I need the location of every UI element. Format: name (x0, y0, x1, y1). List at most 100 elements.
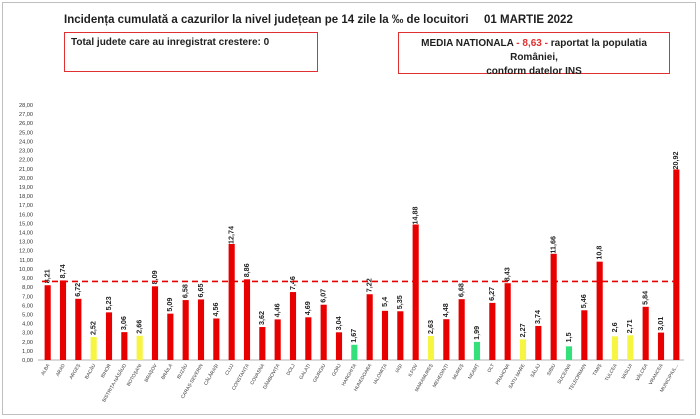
bar (642, 306, 649, 360)
bar (320, 304, 327, 360)
bar (596, 261, 603, 360)
bar (197, 299, 205, 360)
data-label: 20,92 (671, 151, 680, 169)
x-tick-label: TIMIȘ (592, 363, 604, 377)
bar (213, 318, 220, 360)
info-box-national-average: MEDIA NATIONALA - 8,63 - raportat la pop… (398, 32, 670, 77)
data-label: 8,74 (58, 264, 67, 278)
national-average-dash1: - (513, 38, 523, 49)
data-label: 5,4 (380, 297, 389, 307)
x-tick-label: PRAHOVA (495, 362, 512, 386)
data-label: 12,74 (227, 226, 236, 244)
bar (673, 169, 680, 360)
x-tick-label: GORJ (331, 362, 343, 377)
bar (274, 319, 281, 360)
bar (75, 298, 82, 360)
data-label: 8,86 (242, 263, 251, 277)
y-tick-label: 27,00 (19, 112, 33, 118)
data-label: 1,5 (564, 332, 573, 342)
y-tick-label: 12,00 (19, 249, 33, 255)
y-tick-label: 22,00 (19, 158, 33, 164)
bar (443, 319, 450, 360)
x-tick-label: BUZĂU (175, 362, 189, 380)
bar (381, 310, 389, 360)
data-label: 5,35 (395, 295, 404, 309)
bar (489, 302, 496, 360)
y-tick-label: 2,00 (22, 340, 33, 346)
data-label: 6,68 (457, 283, 466, 297)
bar (105, 312, 113, 360)
bar (167, 313, 174, 360)
info-box-growth: Total judete care au inregistrat crester… (64, 32, 318, 72)
x-tick-label: IALOMIȚA (372, 362, 389, 385)
data-label: 14,88 (411, 206, 420, 224)
data-label: 3,74 (533, 310, 542, 324)
y-tick-label: 18,00 (19, 194, 33, 200)
x-tick-label: ILFOV (407, 362, 420, 378)
national-average-label: MEDIA NATIONALA (421, 38, 514, 49)
y-tick-label: 26,00 (19, 121, 33, 127)
x-tick-label: OLT (486, 363, 496, 374)
y-tick-label: 3,00 (22, 331, 33, 337)
bar (182, 300, 189, 360)
x-tick-label: NEAMȚ (467, 363, 481, 381)
bar (611, 336, 619, 360)
y-tick-label: 13,00 (19, 240, 33, 246)
bar (535, 325, 542, 360)
data-label: 6,07 (319, 289, 328, 303)
national-average-dash2: - (541, 38, 551, 49)
data-label: 10,8 (595, 246, 604, 260)
x-tick-label: SIBIU (546, 363, 558, 377)
data-label: 2,52 (89, 321, 98, 335)
y-tick-label: 4,00 (22, 322, 33, 328)
bar (44, 285, 51, 360)
bar (519, 339, 527, 360)
x-tick-label: BOTOȘANI (126, 363, 144, 387)
bar (504, 283, 511, 360)
bar (259, 327, 266, 360)
bar (305, 317, 312, 360)
y-tick-label: 25,00 (19, 130, 33, 136)
x-tick-label: COVASNA (249, 362, 266, 386)
y-tick-label: 20,00 (19, 176, 33, 182)
data-label: 5,09 (165, 298, 174, 312)
bar (565, 346, 573, 360)
bar (458, 299, 465, 360)
bar (657, 332, 665, 360)
y-tick-label: 10,00 (19, 267, 33, 273)
y-tick-label: 15,00 (19, 221, 33, 227)
data-label: 8,21 (43, 269, 52, 283)
x-tick-label: BACĂU (83, 362, 98, 380)
y-tick-label: 5,00 (22, 312, 33, 318)
x-tick-label: TULCEA (604, 362, 619, 382)
x-tick-label: VRANCEA (648, 362, 665, 386)
x-tick-label: GALAȚI (298, 363, 312, 381)
data-label: 6,65 (196, 283, 205, 297)
bar (121, 332, 128, 360)
x-tick-label: BRAȘOV (144, 362, 160, 383)
y-tick-label: 0,00 (22, 358, 33, 364)
data-label: 2,6 (610, 322, 619, 332)
x-tick-label: MEHEDINȚI (432, 363, 450, 389)
x-tick-label: VÂLCEA (634, 362, 650, 383)
bar (351, 344, 358, 360)
bar (397, 311, 404, 360)
chart-title: Incidența cumulată a cazurilor la nivel … (64, 14, 469, 26)
bar (627, 335, 634, 360)
bar (90, 337, 97, 360)
x-tick-label: SĂLAJ (529, 362, 543, 379)
y-tick-label: 28,00 (19, 103, 33, 109)
bar (366, 294, 373, 360)
data-label: 3,04 (334, 316, 343, 330)
data-label: 11,66 (549, 236, 558, 254)
y-tick-label: 19,00 (19, 185, 33, 191)
national-average-text1: raportat la populatia României, (510, 38, 647, 63)
x-tick-label: IAȘI (394, 363, 404, 374)
x-tick-label: VASLUI (621, 363, 635, 380)
y-tick-label: 17,00 (19, 203, 33, 209)
x-tick-label: CLUJ (224, 362, 235, 376)
x-tick-label: ALBA (40, 362, 52, 376)
y-tick-label: 14,00 (19, 231, 33, 237)
data-label: 2,66 (135, 320, 144, 334)
